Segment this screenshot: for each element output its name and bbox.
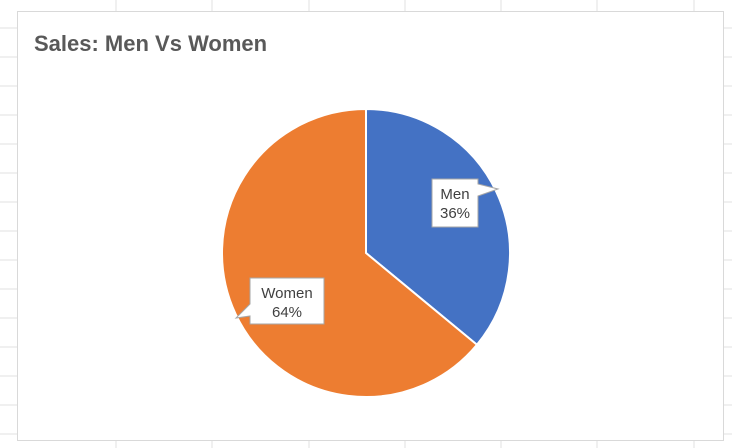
data-label-callout-women: [234, 277, 325, 325]
data-label-value-women: 64%: [272, 304, 302, 321]
chart-title: Sales: Men Vs Women: [34, 31, 268, 56]
data-label-value-men: 36%: [440, 205, 470, 222]
data-label-category-women: Women: [261, 285, 312, 302]
data-label-callout-men: [431, 178, 500, 228]
chart-area[interactable]: Sales: Men Vs Women Men 36% Women 64%: [17, 11, 724, 441]
data-label-category-men: Men: [440, 186, 469, 203]
pie-chart: Men 36% Women 64%: [221, 107, 511, 398]
pie-slice-women[interactable]: [221, 107, 479, 398]
